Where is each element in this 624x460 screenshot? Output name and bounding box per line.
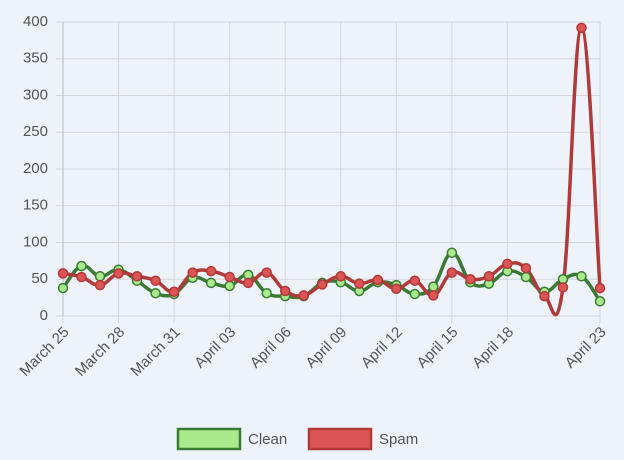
data-point: [94, 271, 106, 282]
y-tick-label: 150: [23, 197, 48, 214]
data-point: [594, 296, 606, 307]
data-point: [520, 271, 532, 283]
data-point: [57, 282, 69, 294]
data-point: [335, 271, 347, 282]
data-point: [520, 262, 532, 274]
data-point: [502, 258, 513, 270]
data-point: [279, 285, 291, 297]
data-point: [428, 290, 439, 301]
data-point: [150, 287, 161, 299]
data-point: [372, 274, 384, 286]
data-point: [261, 287, 272, 299]
y-tick-label: 350: [23, 50, 48, 67]
data-point: [205, 265, 217, 277]
data-point: [594, 282, 606, 294]
data-point: [76, 271, 87, 283]
data-point: [428, 281, 439, 292]
x-tick-label: April 12: [358, 324, 406, 372]
data-point: [205, 277, 217, 289]
x-tick-label: April 15: [414, 324, 462, 372]
data-point: [242, 277, 254, 289]
legend-item: Spam: [307, 427, 418, 451]
y-tick-label: 100: [23, 233, 48, 250]
y-tick-label: 300: [23, 86, 48, 103]
data-point: [446, 247, 458, 259]
data-point: [446, 267, 458, 278]
data-point: [576, 22, 587, 34]
data-point: [150, 275, 161, 286]
x-tick-label: April 06: [247, 324, 295, 372]
data-point: [131, 271, 143, 282]
data-point: [557, 282, 569, 293]
data-point: [354, 278, 365, 289]
legend-item: Clean: [176, 427, 287, 451]
x-tick-label: April 18: [469, 324, 517, 372]
data-point: [483, 271, 495, 282]
data-point: [76, 260, 87, 272]
data-point: [465, 274, 476, 285]
data-point: [224, 280, 235, 292]
x-tick-label: April 23: [562, 324, 610, 372]
data-point: [391, 283, 402, 295]
x-tick-label: April 03: [191, 324, 239, 372]
data-point: [187, 267, 198, 278]
data-point: [298, 290, 309, 301]
x-tick-label: March 25: [16, 324, 72, 380]
legend-swatch: [176, 427, 242, 451]
data-point: [224, 271, 235, 283]
legend-label: Clean: [248, 431, 287, 448]
legend-swatch: [307, 427, 373, 451]
y-tick-label: 400: [23, 13, 48, 30]
y-tick-label: 50: [31, 270, 48, 287]
data-point: [168, 286, 180, 297]
y-tick-label: 250: [23, 123, 48, 140]
data-point: [316, 279, 328, 290]
data-point: [261, 267, 272, 278]
y-tick-label: 0: [40, 307, 48, 324]
data-point: [57, 268, 69, 279]
x-tick-label: March 31: [128, 324, 184, 380]
data-point: [409, 275, 421, 286]
data-point: [94, 279, 106, 291]
x-tick-label: March 28: [72, 324, 128, 380]
legend-label: Spam: [379, 431, 418, 448]
data-point: [409, 288, 421, 300]
x-tick-label: April 09: [302, 324, 350, 372]
data-point: [113, 268, 124, 279]
data-point: [576, 271, 587, 282]
y-tick-label: 200: [23, 160, 48, 177]
data-point: [539, 290, 550, 302]
